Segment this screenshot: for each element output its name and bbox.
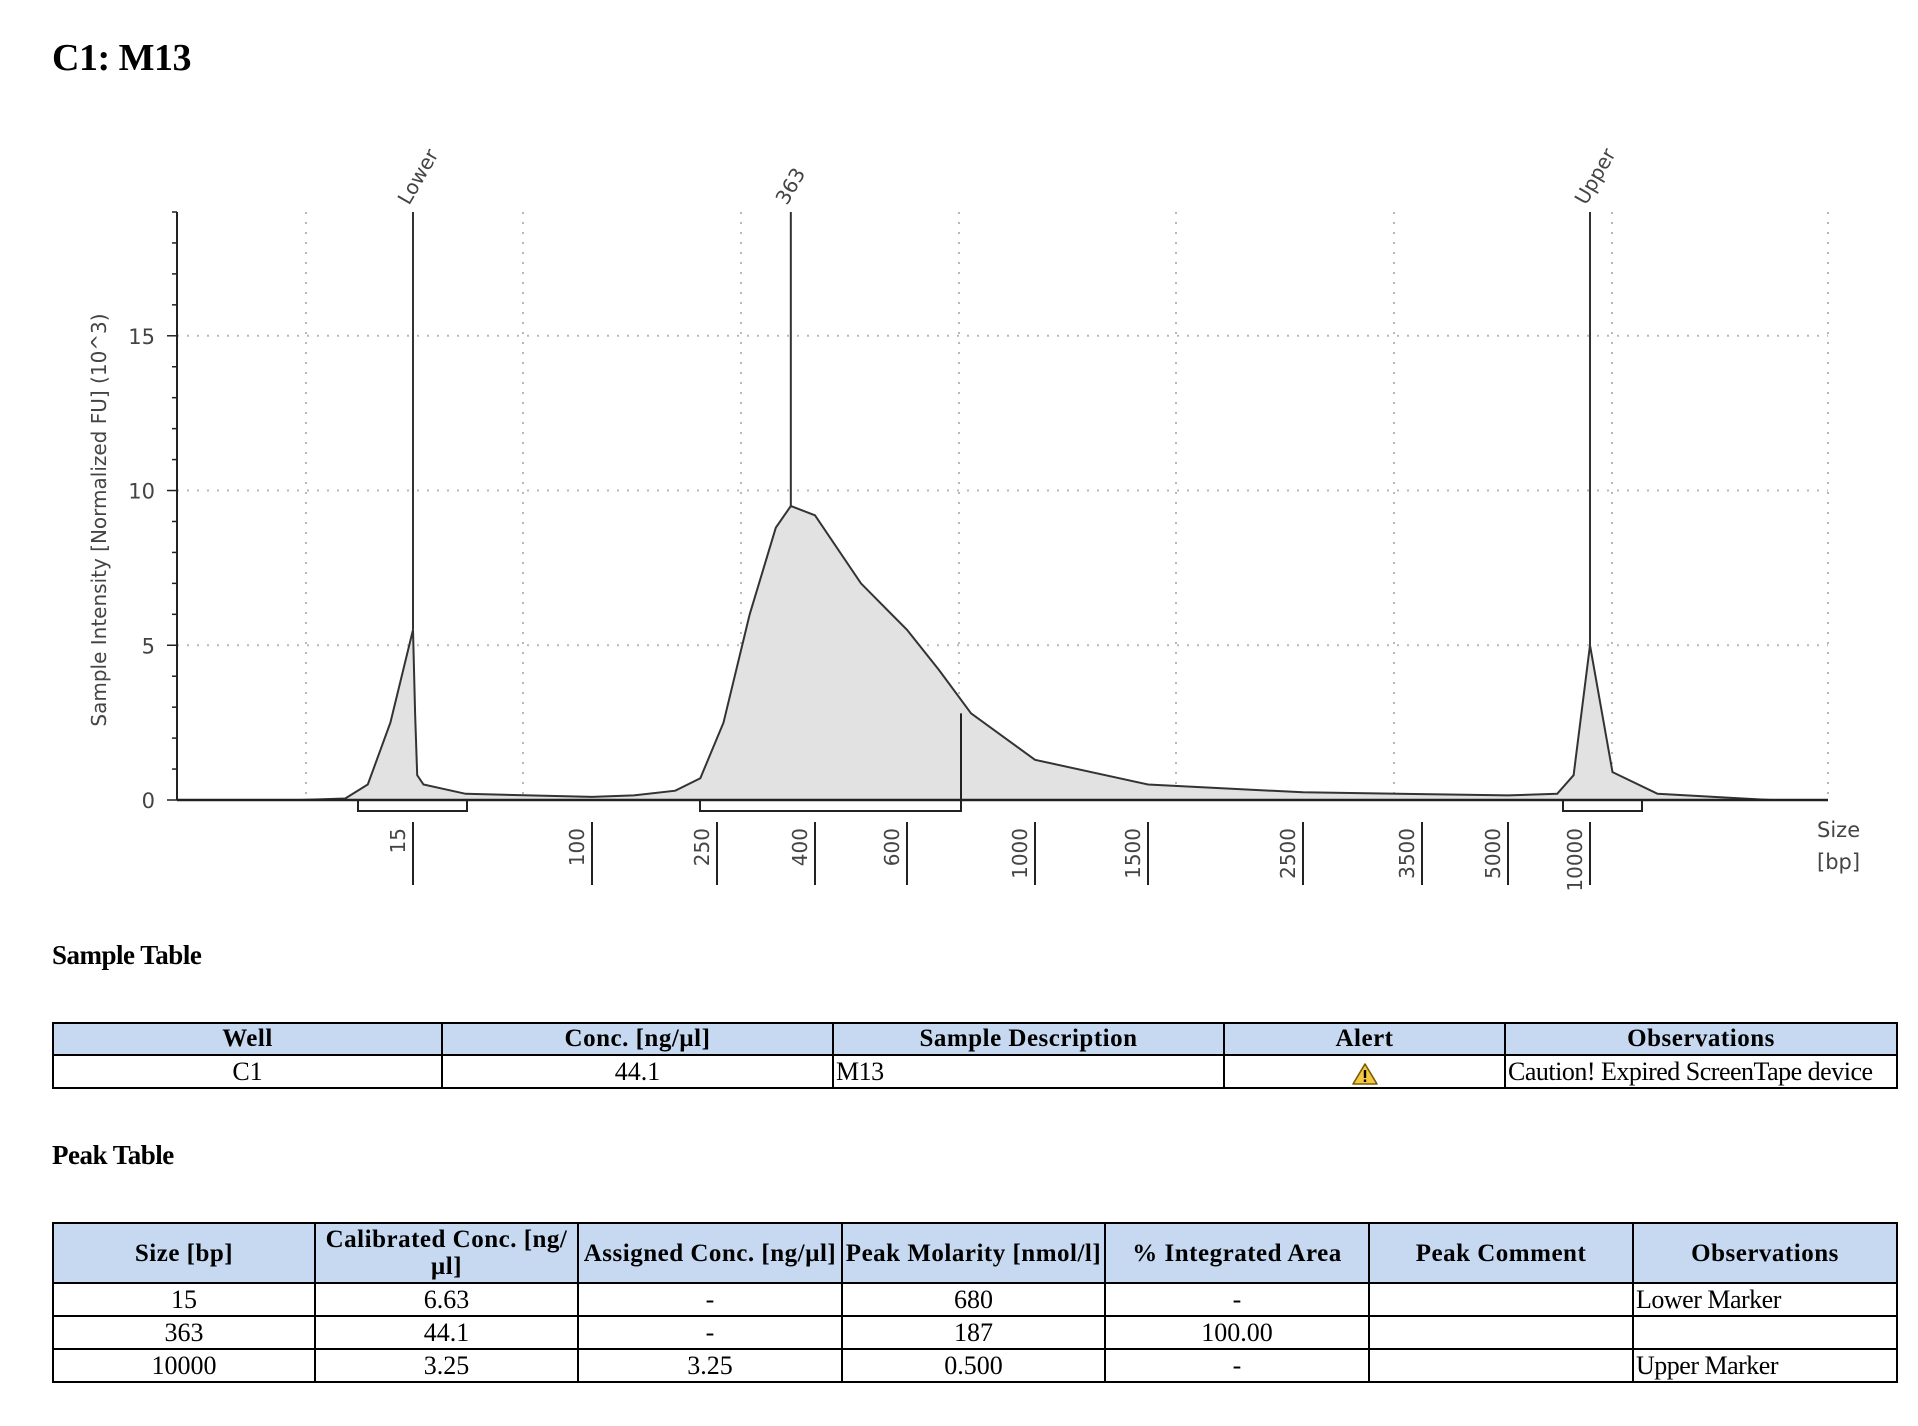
page-title: C1: M13 [52, 37, 191, 79]
trace-line [299, 504, 1771, 801]
column-header-observations: Observations [1632, 1222, 1898, 1284]
y-tick-label: 5 [142, 634, 155, 658]
cell-assigned-conc: - [577, 1282, 843, 1317]
electropherogram-chart: 0 5 10 15 Sample Intensity [Normalized FU] (… [87, 143, 1860, 892]
cell-assigned-conc: 3.25 [577, 1348, 843, 1383]
trace-area [300, 506, 1770, 800]
cell-integrated-area: 100.00 [1104, 1315, 1370, 1350]
y-tick-label: 10 [128, 480, 155, 504]
cell-peak-comment [1368, 1315, 1634, 1350]
column-header-observations: Observations [1504, 1022, 1898, 1056]
column-header-conc: Conc. [ng/µl] [441, 1022, 834, 1056]
cell-observations [1632, 1315, 1898, 1350]
sample-table-header-row: Well Conc. [ng/µl] Sample Description Al… [52, 1022, 1898, 1056]
cell-peak-comment [1368, 1348, 1634, 1383]
y-tick-label: 15 [128, 325, 155, 349]
column-header-assigned-conc: Assigned Conc. [ng/µl] [577, 1222, 843, 1284]
cell-peak-molarity: 0.500 [841, 1348, 1106, 1383]
x-tick-label: 3500 [1395, 828, 1419, 879]
cell-integrated-area: - [1104, 1282, 1370, 1317]
x-tick-label: 250 [690, 828, 714, 866]
cell-peak-comment [1368, 1282, 1634, 1317]
peak-label: 363 [770, 163, 810, 208]
warning-icon [1351, 1063, 1378, 1085]
column-header-peak-molarity: Peak Molarity [nmol/l] [841, 1222, 1106, 1284]
x-tick-label: 2500 [1276, 828, 1300, 879]
cell-alert [1223, 1054, 1506, 1089]
peak-table-heading: Peak Table [52, 1140, 174, 1170]
column-header-calibrated-conc: Calibrated Conc. [ng/µl] [314, 1222, 579, 1284]
x-tick-label: 15 [386, 828, 410, 853]
cell-size: 363 [52, 1315, 316, 1350]
cell-observations: Caution! Expired ScreenTape device [1504, 1054, 1898, 1089]
cell-well: C1 [52, 1054, 443, 1089]
column-header-size: Size [bp] [52, 1222, 316, 1284]
x-axis-title: [bp] [1817, 850, 1860, 874]
sample-table: Well Conc. [ng/µl] Sample Description Al… [52, 1022, 1898, 1089]
cell-sample-description: M13 [832, 1054, 1225, 1089]
column-header-peak-comment: Peak Comment [1368, 1222, 1634, 1284]
x-axis-title: Size [1817, 818, 1860, 842]
peak-label: Upper [1570, 143, 1621, 208]
column-header-sample-description: Sample Description [832, 1022, 1225, 1056]
peak-label: Lower [393, 144, 444, 209]
x-tick-label: 100 [565, 828, 589, 866]
cell-integrated-area: - [1104, 1348, 1370, 1383]
cell-conc: 44.1 [441, 1054, 834, 1089]
cell-peak-molarity: 187 [841, 1315, 1106, 1350]
cell-size: 10000 [52, 1348, 316, 1383]
sample-table-heading: Sample Table [52, 940, 202, 970]
cell-calibrated-conc: 44.1 [314, 1315, 579, 1350]
x-tick-label: 600 [880, 828, 904, 866]
table-row: 15 6.63 - 680 - Lower Marker [52, 1282, 1898, 1317]
column-header-well: Well [52, 1022, 443, 1056]
peak-table: Size [bp] Calibrated Conc. [ng/µl] Assig… [52, 1222, 1898, 1383]
integration-bracket [1562, 800, 1643, 812]
x-tick-label: 1500 [1121, 828, 1145, 879]
column-header-alert: Alert [1223, 1022, 1506, 1056]
table-row: C1 44.1 M13 Caution! Expired ScreenTape … [52, 1054, 1898, 1089]
x-tick-label: 10000 [1563, 828, 1587, 892]
integration-bracket [357, 800, 468, 812]
cell-calibrated-conc: 6.63 [314, 1282, 579, 1317]
x-tick-label: 1000 [1008, 828, 1032, 879]
cell-calibrated-conc: 3.25 [314, 1348, 579, 1383]
cell-size: 15 [52, 1282, 316, 1317]
cell-assigned-conc: - [577, 1315, 843, 1350]
column-header-integrated-area: % Integrated Area [1104, 1222, 1370, 1284]
table-row: 363 44.1 - 187 100.00 [52, 1315, 1898, 1350]
table-row: 10000 3.25 3.25 0.500 - Upper Marker [52, 1348, 1898, 1383]
y-tick-label: 0 [142, 789, 155, 813]
x-tick-label: 5000 [1481, 828, 1505, 879]
integration-bracket [699, 800, 962, 812]
peak-table-header-row: Size [bp] Calibrated Conc. [ng/µl] Assig… [52, 1222, 1898, 1284]
y-axis-title: Sample Intensity [Normalized FU] (10^3) [87, 313, 111, 726]
cell-observations: Upper Marker [1632, 1348, 1898, 1383]
x-tick-label: 400 [788, 828, 812, 866]
cell-observations: Lower Marker [1632, 1282, 1898, 1317]
cell-peak-molarity: 680 [841, 1282, 1106, 1317]
